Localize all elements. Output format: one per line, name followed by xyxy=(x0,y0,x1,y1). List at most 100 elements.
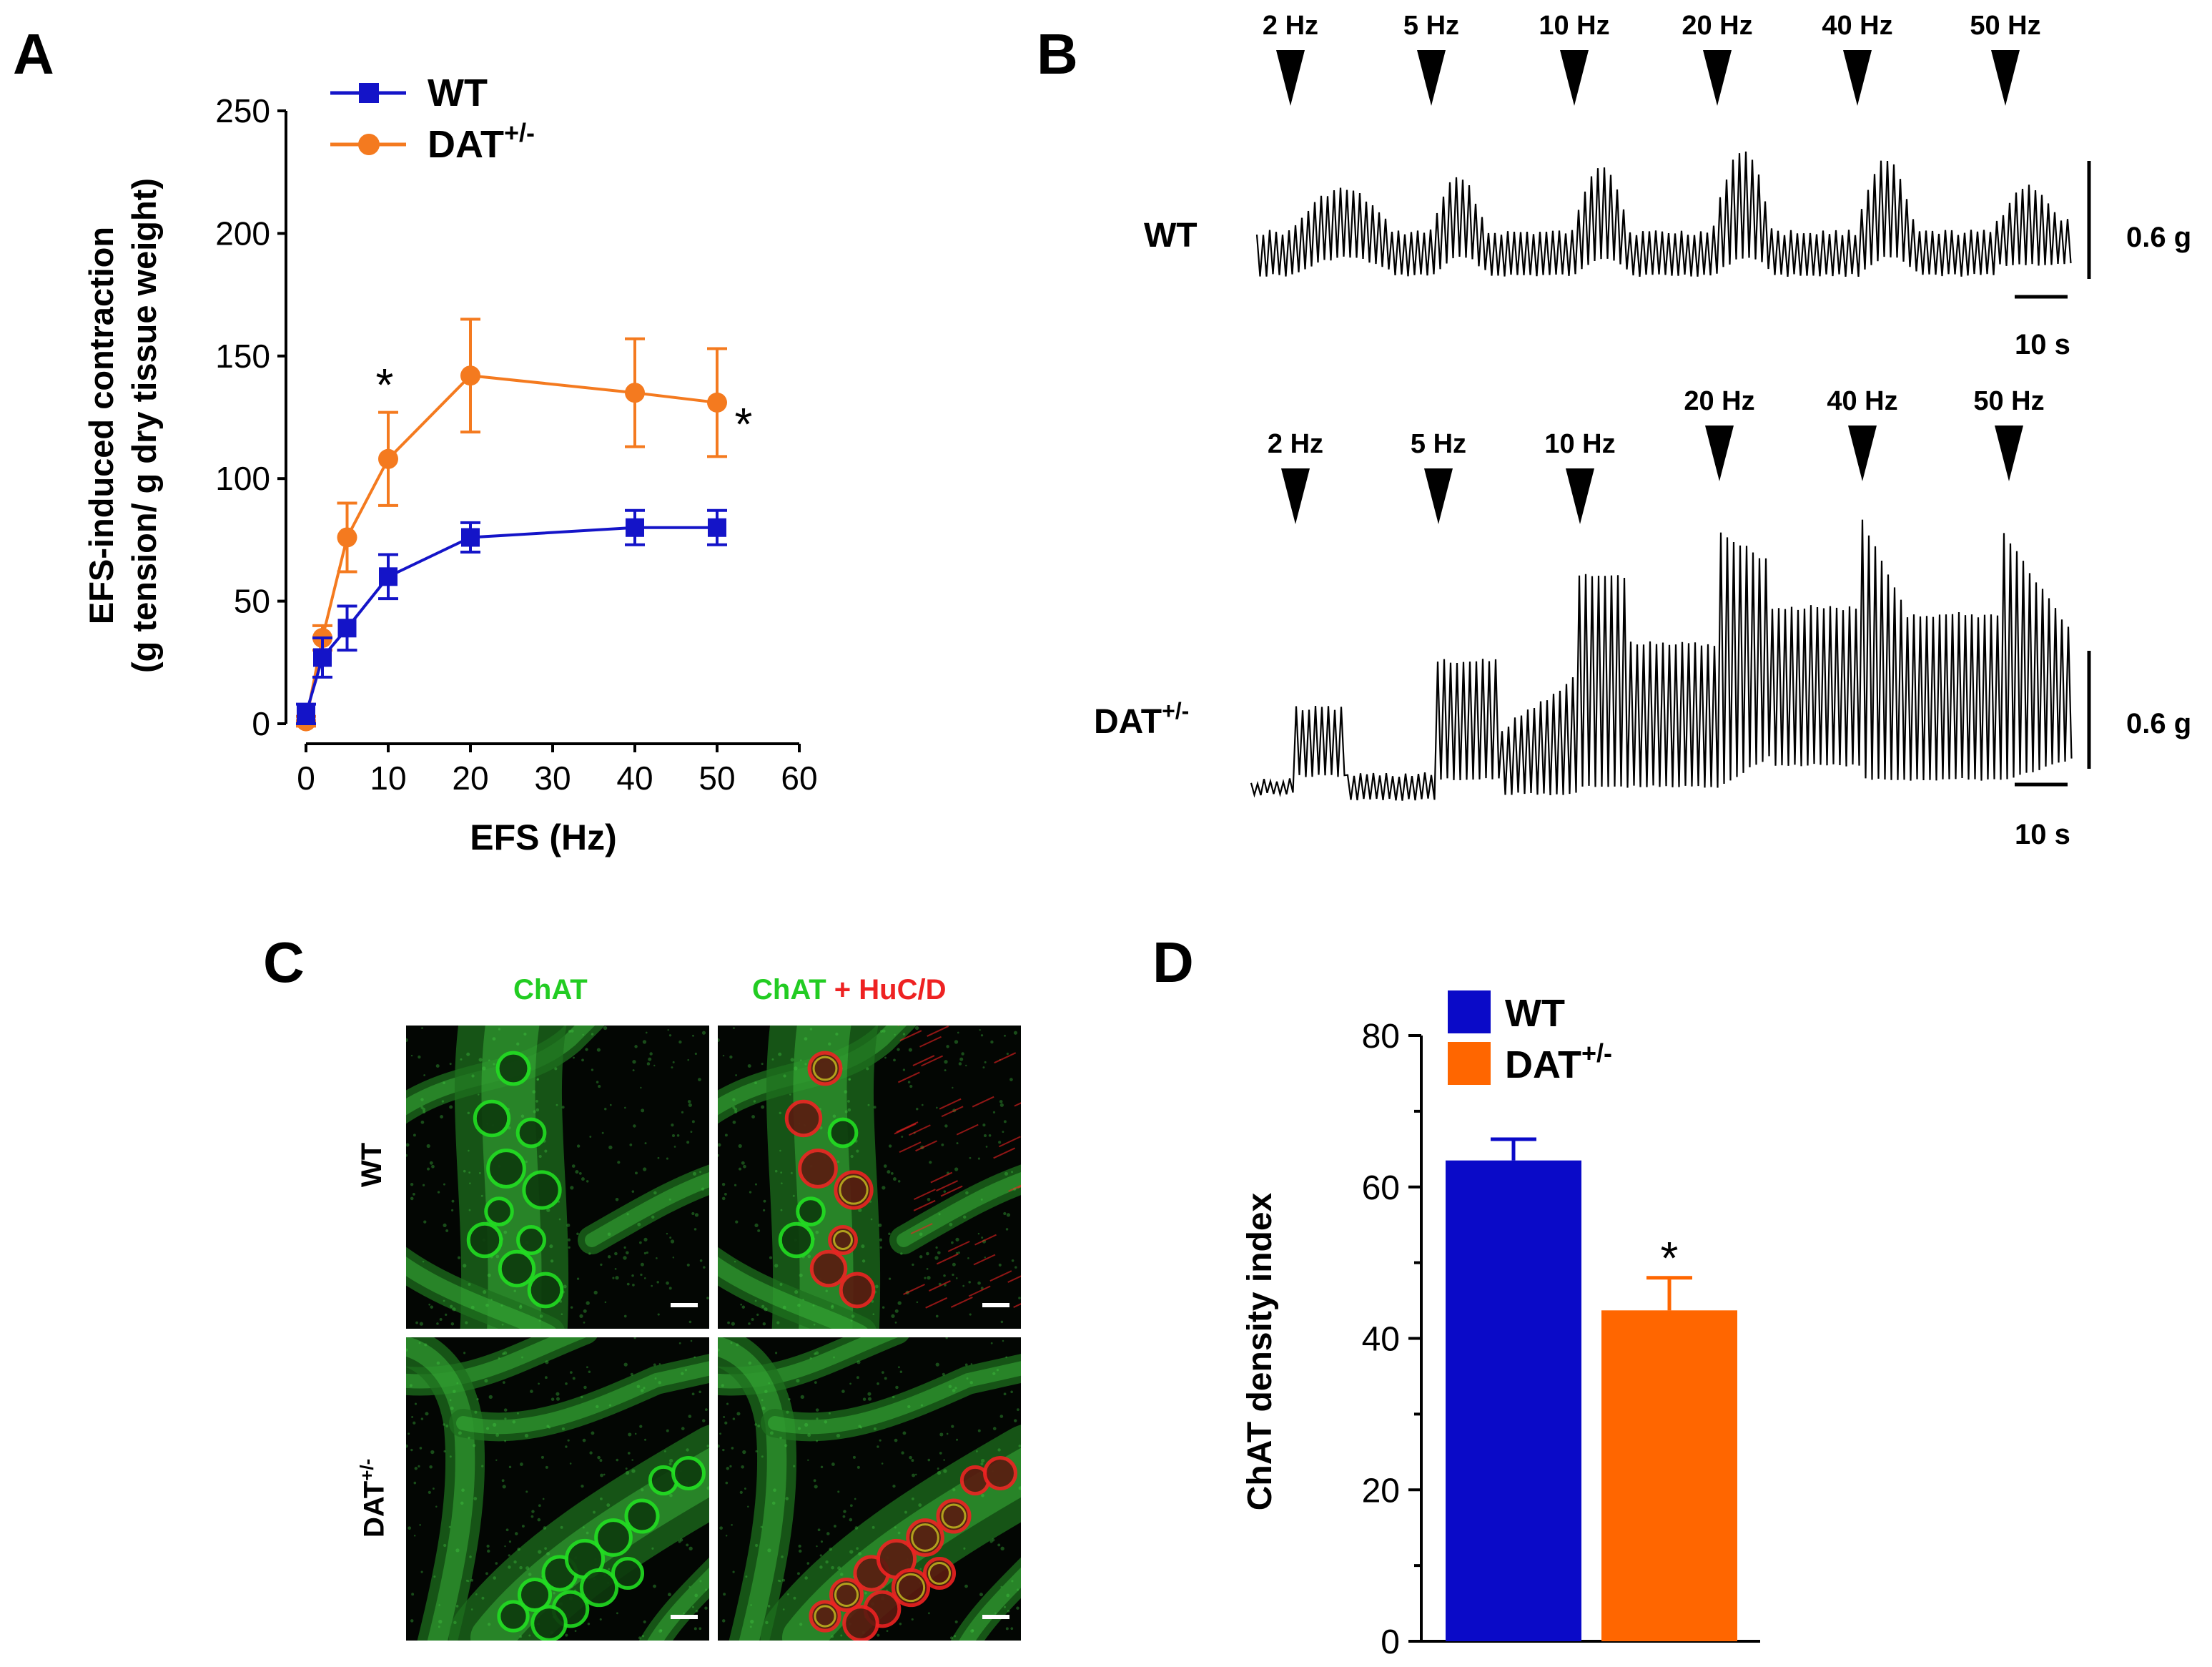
fiber-speck xyxy=(731,1322,735,1326)
fiber-speck xyxy=(698,1390,701,1394)
fiber-speck xyxy=(725,1481,729,1485)
data-point xyxy=(460,365,480,386)
frequency-label: 50 Hz xyxy=(1970,11,2040,41)
fiber-speck xyxy=(901,1136,904,1138)
fiber-speck xyxy=(979,1028,981,1031)
fiber-speck xyxy=(536,1078,539,1081)
fiber-speck xyxy=(443,1081,445,1085)
ganglion-strand xyxy=(578,1164,709,1254)
fiber-speck xyxy=(418,1465,420,1467)
panel-a-letter: A xyxy=(13,22,54,86)
fiber-speck xyxy=(535,1108,540,1112)
fiber-speck xyxy=(688,1415,692,1418)
fiber-speck xyxy=(414,1467,418,1470)
fiber-speck xyxy=(643,1387,646,1390)
fiber-speck xyxy=(831,1565,834,1570)
fiber-speck xyxy=(892,1395,895,1399)
fiber-speck xyxy=(639,1241,642,1244)
fiber-speck xyxy=(482,1066,486,1071)
fiber-speck xyxy=(544,1376,548,1380)
fiber-speck xyxy=(902,1068,906,1071)
fiber-speck xyxy=(583,1385,587,1390)
fiber-speck xyxy=(890,1172,894,1175)
fiber-speck xyxy=(983,1134,987,1138)
fiber-speck xyxy=(513,1289,517,1292)
neuron-cell xyxy=(495,1051,531,1086)
fiber-speck xyxy=(495,1254,500,1259)
fiber-speck xyxy=(937,1470,942,1475)
fiber-speck xyxy=(813,1323,816,1326)
data-point xyxy=(708,518,726,537)
fiber-speck xyxy=(441,1100,445,1103)
fiber-speck xyxy=(553,1591,556,1595)
fiber-speck xyxy=(719,1526,724,1530)
fiber-speck xyxy=(672,1257,675,1259)
fiber-speck xyxy=(927,1458,931,1462)
fiber-speck xyxy=(691,1120,695,1123)
fiber-speck xyxy=(576,1144,581,1148)
fiber-speck xyxy=(892,1177,897,1181)
fiber-speck xyxy=(955,1277,958,1279)
fiber-speck xyxy=(879,1029,884,1033)
fiber-speck xyxy=(1010,1390,1013,1394)
data-point xyxy=(378,448,398,469)
red-streak xyxy=(974,1234,997,1246)
fiber-speck xyxy=(761,1105,765,1109)
fiber-speck xyxy=(718,1038,720,1043)
fiber-speck xyxy=(794,1066,798,1071)
fiber-speck xyxy=(554,1067,558,1071)
fiber-speck xyxy=(722,1448,725,1452)
fiber-speck xyxy=(990,1342,993,1344)
fiber-speck xyxy=(548,1426,551,1429)
fiber-speck xyxy=(992,1538,995,1542)
red-streak xyxy=(941,1106,964,1118)
fiber-speck xyxy=(560,1525,563,1529)
fiber-speck xyxy=(848,1078,851,1081)
fiber-speck xyxy=(867,1392,872,1396)
neuron-cell xyxy=(497,1600,530,1633)
fiber-speck xyxy=(639,1425,643,1428)
fiber-speck xyxy=(985,1146,988,1148)
fiber-speck xyxy=(538,1154,542,1159)
neuron-cell xyxy=(473,1099,511,1138)
fiber-speck xyxy=(599,1618,602,1621)
legend-swatch xyxy=(1448,1042,1491,1085)
fiber-speck xyxy=(954,1620,958,1623)
fiber-speck xyxy=(420,1570,423,1573)
fiber-speck xyxy=(423,1220,427,1224)
fiber-speck xyxy=(926,1252,929,1256)
fiber-speck xyxy=(596,1081,599,1083)
y-tick-label: 150 xyxy=(215,338,270,375)
fiber-speck xyxy=(815,1230,819,1234)
fiber-speck xyxy=(911,1618,914,1621)
fiber-speck xyxy=(733,1027,735,1029)
fiber-speck xyxy=(666,1157,668,1160)
neuron-cell xyxy=(516,1225,546,1255)
fiber-speck xyxy=(487,1623,491,1626)
fiber-speck xyxy=(576,1232,579,1235)
y-tick-label: 0 xyxy=(252,705,270,742)
fiber-speck xyxy=(634,1171,638,1175)
fiber-speck xyxy=(725,1535,728,1537)
fiber-speck xyxy=(718,1154,720,1157)
fiber-speck xyxy=(692,1034,694,1037)
fiber-speck xyxy=(528,1573,532,1576)
frequency-label: 20 Hz xyxy=(1682,11,1752,41)
fiber-speck xyxy=(980,1458,985,1463)
fiber-speck xyxy=(443,1423,445,1426)
fiber-speck xyxy=(816,1440,819,1442)
fiber-speck xyxy=(954,1167,959,1171)
data-point xyxy=(626,518,644,537)
fiber-speck xyxy=(414,1402,418,1405)
fiber-speck xyxy=(571,1029,574,1033)
ganglion-strand xyxy=(889,1164,1021,1254)
fiber-speck xyxy=(967,1257,969,1259)
fiber-speck xyxy=(740,1303,743,1306)
fiber-speck xyxy=(505,1528,509,1532)
fiber-speck xyxy=(1010,1627,1014,1631)
fiber-speck xyxy=(566,1223,571,1227)
fiber-speck xyxy=(996,1369,999,1372)
fiber-speck xyxy=(670,1239,675,1244)
ganglion-fiber xyxy=(768,1361,1021,1435)
fiber-speck xyxy=(411,1593,415,1596)
